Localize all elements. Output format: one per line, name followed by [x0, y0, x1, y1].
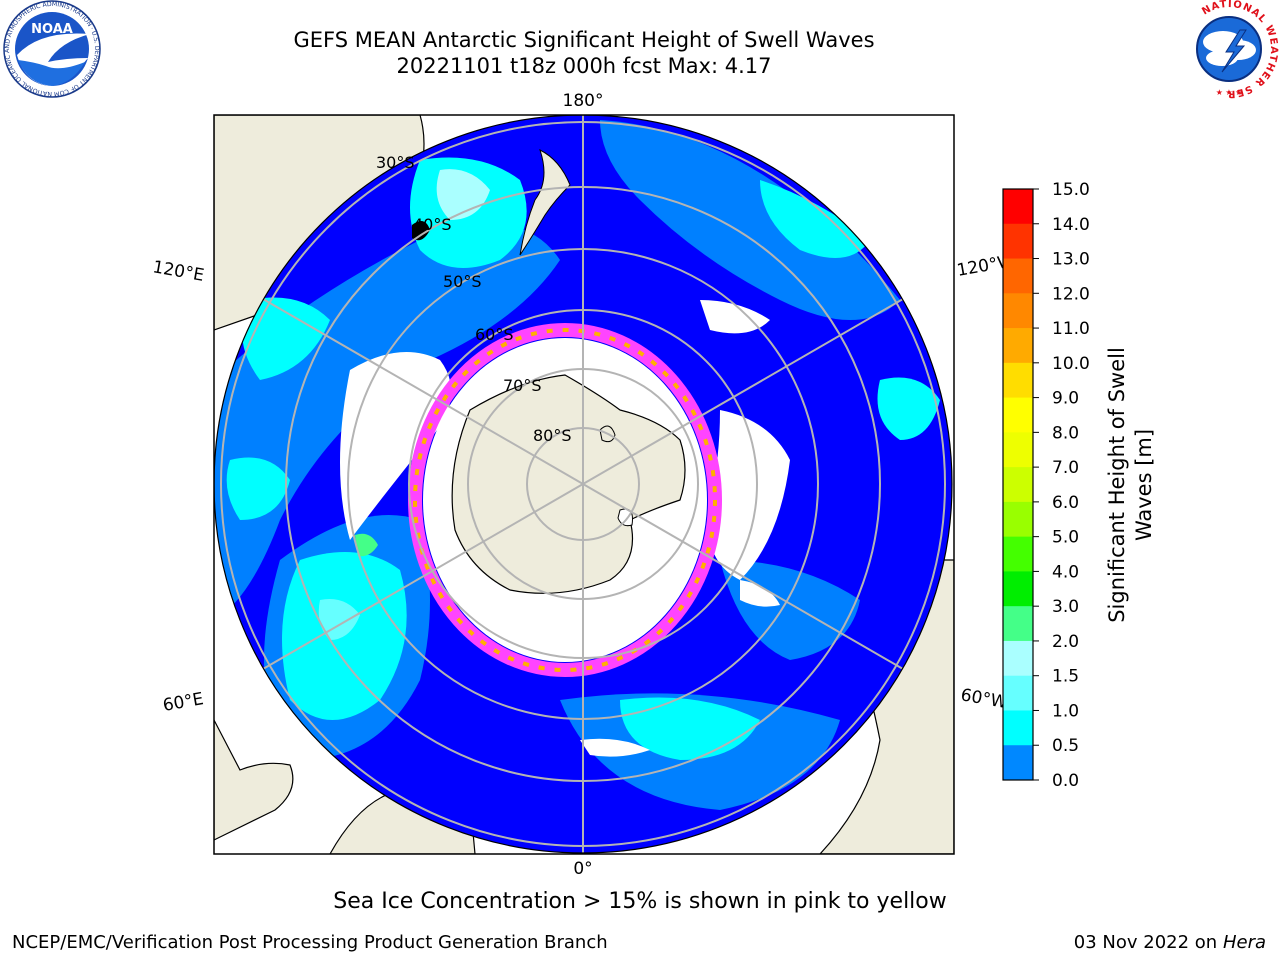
colorbar-tick-label: 12.0 [1052, 284, 1090, 304]
nws-logo: NATIONAL WEATHER SERVICE ★ ★ ★ [1178, 0, 1278, 99]
colorbar-tick-label: 4.0 [1052, 562, 1079, 582]
new-zealand [519, 149, 571, 256]
colorbar-swatch [1003, 467, 1033, 503]
lat-label-80s: 80°S [533, 426, 572, 445]
colorbar-tick-label: 1.5 [1052, 667, 1079, 687]
noaa-logo: NATIONAL OCEANIC AND ATMOSPHERIC ADMINIS… [0, 0, 101, 98]
noaa-logo-text: NOAA [31, 22, 73, 37]
colorbar-swatch [1003, 536, 1033, 572]
colorbar-tick-label: 10.0 [1052, 354, 1090, 374]
colorbar-swatch [1003, 640, 1033, 677]
colorbar-tick-label: 13.0 [1052, 250, 1090, 270]
lat-label-30s: 30°S [376, 153, 415, 172]
lat-label-70s: 70°S [503, 376, 542, 395]
colorbar-tick-label: 8.0 [1052, 423, 1079, 443]
colorbar-tick-label: 1.0 [1052, 701, 1079, 721]
colorbar-swatch [1003, 745, 1033, 781]
lat-label-40s: 40°S [413, 215, 452, 234]
svg-text:★ ★ ★: ★ ★ ★ [1216, 88, 1243, 97]
run-date: 03 Nov 2022 on Hera [1074, 932, 1266, 954]
colorbar-swatch [1003, 258, 1033, 294]
sea-ice-caption: Sea Ice Concentration > 15% is shown in … [333, 889, 947, 914]
colorbar-tick-label: 11.0 [1052, 319, 1090, 339]
colorbar-tick-label: 2.0 [1052, 632, 1079, 652]
colorbar-swatches [1003, 189, 1033, 781]
colorbar-tick-label: 15.0 [1052, 180, 1090, 200]
colorbar-tick-label: 7.0 [1052, 458, 1079, 478]
colorbar-swatch [1003, 606, 1033, 642]
colorbar-tick-label: 9.0 [1052, 389, 1079, 409]
colorbar-swatch [1003, 362, 1033, 399]
ice-free-patches [340, 300, 790, 757]
colorbar-label-line1: Significant Height of Swell [1105, 347, 1129, 623]
lon-label-top: 180° [563, 91, 604, 111]
lat-label-50s: 50°S [443, 272, 482, 291]
colorbar-label-line2: Waves [m] [1132, 429, 1156, 541]
colorbar-tick-label: 0.5 [1052, 736, 1079, 756]
meridians [262, 115, 904, 853]
colorbar-tick-label: 6.0 [1052, 493, 1079, 513]
lon-label-bottom: 0° [573, 859, 592, 879]
colorbar-swatch [1003, 189, 1033, 225]
colorbar-swatch [1003, 710, 1033, 746]
run-date-text: 03 Nov 2022 on [1073, 932, 1218, 953]
colorbar-swatch [1003, 223, 1033, 260]
map-subtitle: 20221101 t18z 000h fcst Max: 4.17 [396, 54, 772, 78]
credit-text: NCEP/EMC/Verification Post Processing Pr… [12, 932, 608, 953]
colorbar-swatch [1003, 571, 1033, 607]
outer-land-africa [214, 719, 294, 841]
colorbar-tick-label: 14.0 [1052, 215, 1090, 235]
colorbar-swatch [1003, 432, 1033, 468]
colorbar-tick-label: 3.0 [1052, 597, 1079, 617]
colorbar-tick-label: 5.0 [1052, 528, 1079, 548]
colorbar-swatch [1003, 501, 1033, 538]
map-title: GEFS MEAN Antarctic Significant Height o… [293, 28, 875, 52]
colorbar-swatch [1003, 675, 1033, 711]
colorbar-swatch [1003, 328, 1033, 364]
colorbar-swatch [1003, 293, 1033, 329]
colorbar-swatch [1003, 397, 1033, 433]
lat-label-60s: 60°S [475, 325, 514, 344]
colorbar-tick-label: 0.0 [1052, 771, 1079, 791]
run-host: Hera [1222, 932, 1266, 953]
